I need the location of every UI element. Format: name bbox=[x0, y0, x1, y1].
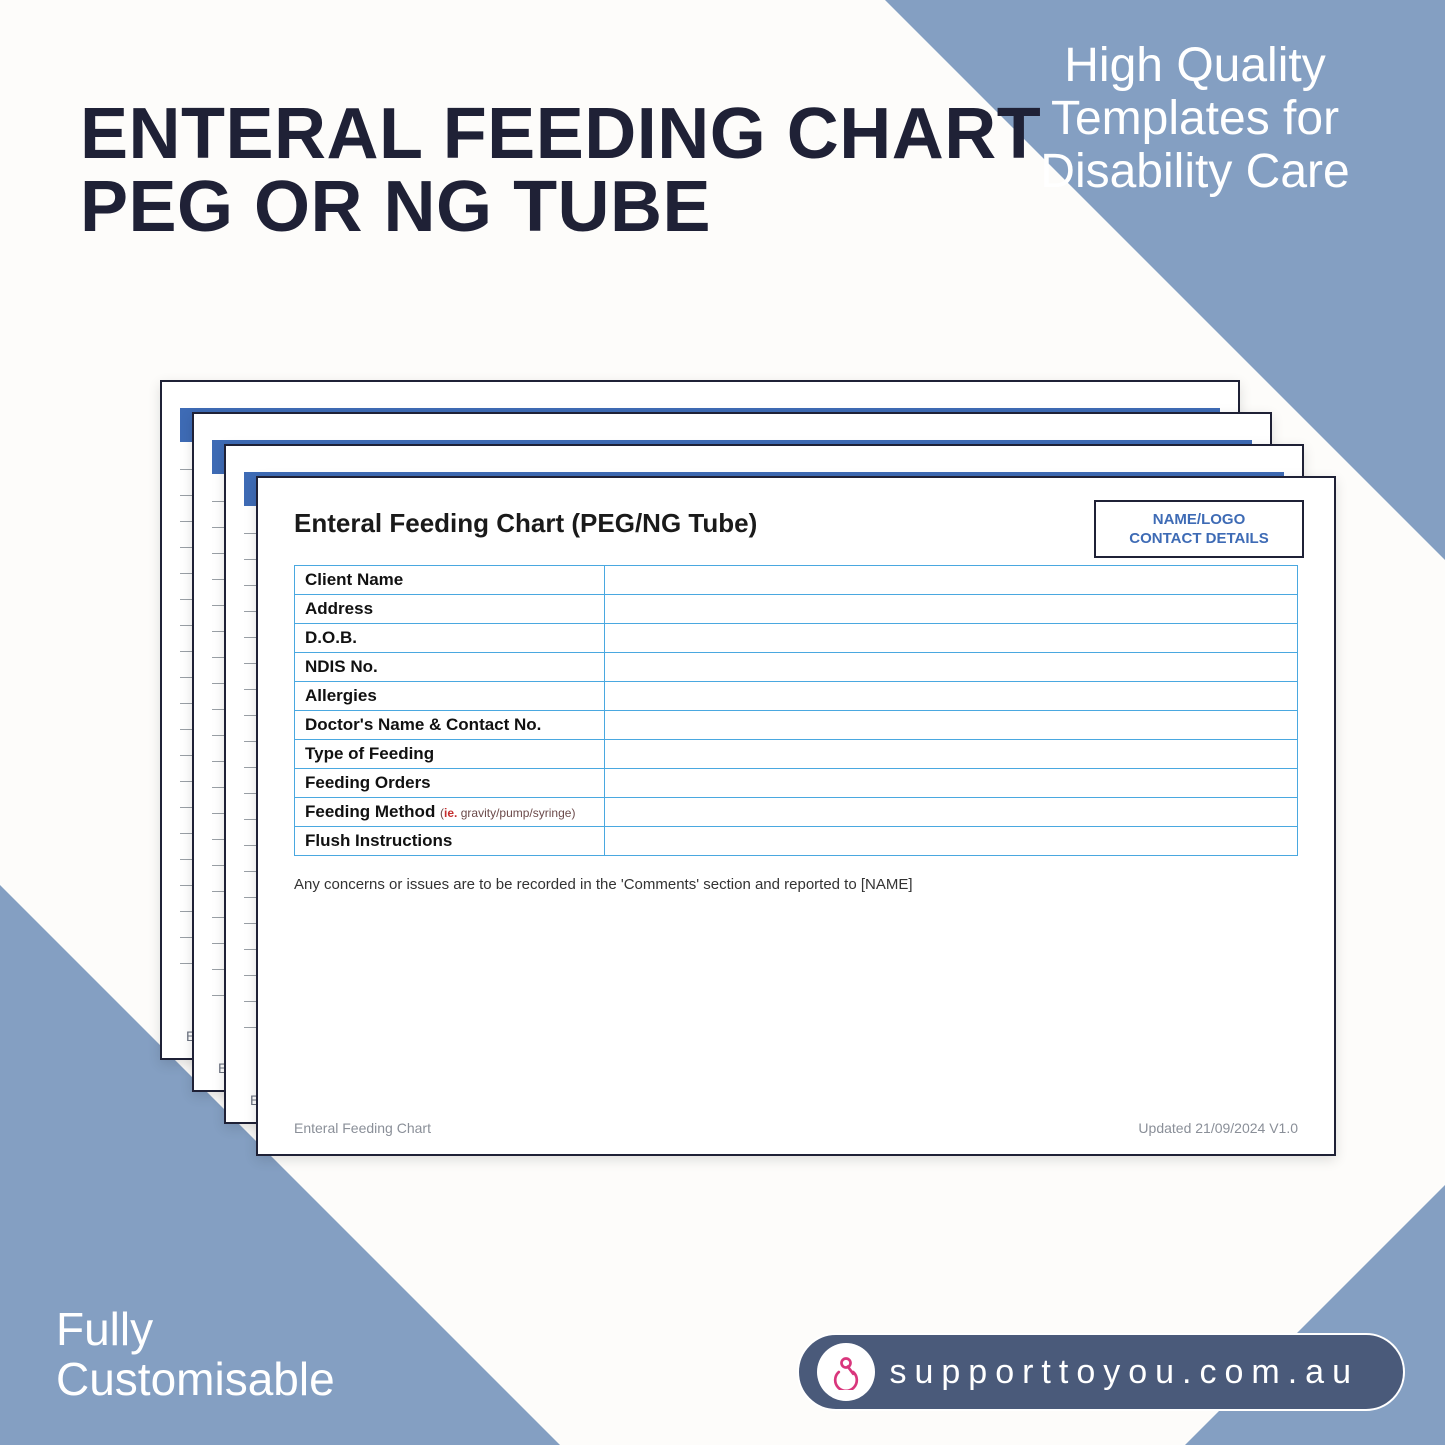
website-pill: supporttoyou.com.au bbox=[797, 1333, 1405, 1411]
info-row: NDIS No. bbox=[295, 653, 1298, 682]
doc-footer: Enteral Feeding Chart Updated 21/09/2024… bbox=[294, 1120, 1298, 1136]
info-label: Flush Instructions bbox=[295, 827, 605, 856]
doc-footer-left: Enteral Feeding Chart bbox=[294, 1120, 431, 1136]
info-row: Address bbox=[295, 595, 1298, 624]
brand-logo-icon bbox=[817, 1343, 875, 1401]
info-label: D.O.B. bbox=[295, 624, 605, 653]
info-row: Doctor's Name & Contact No. bbox=[295, 711, 1298, 740]
tagline-top-right: High Quality Templates for Disability Ca… bbox=[985, 40, 1405, 198]
info-value bbox=[605, 566, 1298, 595]
logo-box-line2: CONTACT DETAILS bbox=[1129, 530, 1268, 547]
info-value bbox=[605, 740, 1298, 769]
logo-placeholder-box: NAME/LOGO CONTACT DETAILS bbox=[1094, 500, 1304, 558]
instructions-note: Any concerns or issues are to be recorde… bbox=[294, 876, 1298, 893]
info-label: Allergies bbox=[295, 682, 605, 711]
info-row: D.O.B. bbox=[295, 624, 1298, 653]
website-url: supporttoyou.com.au bbox=[889, 1353, 1359, 1392]
logo-box-line1: NAME/LOGO bbox=[1153, 511, 1246, 528]
info-row: Feeding Method (ie. gravity/pump/syringe… bbox=[295, 798, 1298, 827]
info-value bbox=[605, 624, 1298, 653]
info-row: Flush Instructions bbox=[295, 827, 1298, 856]
info-value bbox=[605, 827, 1298, 856]
stack-page-front: Enteral Feeding Chart (PEG/NG Tube) NAME… bbox=[256, 476, 1336, 1156]
info-label-sub: (ie. gravity/pump/syringe) bbox=[440, 806, 575, 820]
promo-canvas: ENTERAL FEEDING CHART PEG OR NG TUBE Hig… bbox=[0, 0, 1445, 1445]
info-value bbox=[605, 798, 1298, 827]
info-row: Type of Feeding bbox=[295, 740, 1298, 769]
info-row: Feeding Orders bbox=[295, 769, 1298, 798]
client-info-tbody: Client Name Address D.O.B. NDIS No. Alle… bbox=[295, 566, 1298, 856]
doc-footer-right: Updated 21/09/2024 V1.0 bbox=[1138, 1120, 1298, 1136]
info-value bbox=[605, 682, 1298, 711]
headline-line1: ENTERAL FEEDING CHART bbox=[80, 98, 1041, 171]
info-label: NDIS No. bbox=[295, 653, 605, 682]
document-stack: DatePlacementFeedFlushResidual Ente Date… bbox=[160, 380, 1280, 1120]
headline-line2: PEG OR NG TUBE bbox=[80, 171, 1041, 244]
info-value bbox=[605, 769, 1298, 798]
info-label: Client Name bbox=[295, 566, 605, 595]
info-label: Feeding Method (ie. gravity/pump/syringe… bbox=[295, 798, 605, 827]
info-label: Address bbox=[295, 595, 605, 624]
client-info-table: Client Name Address D.O.B. NDIS No. Alle… bbox=[294, 565, 1298, 856]
info-value bbox=[605, 711, 1298, 740]
info-value bbox=[605, 595, 1298, 624]
headline: ENTERAL FEEDING CHART PEG OR NG TUBE bbox=[80, 98, 1041, 245]
info-row: Allergies bbox=[295, 682, 1298, 711]
info-label: Type of Feeding bbox=[295, 740, 605, 769]
info-label: Doctor's Name & Contact No. bbox=[295, 711, 605, 740]
info-value bbox=[605, 653, 1298, 682]
info-label: Feeding Orders bbox=[295, 769, 605, 798]
tagline-bottom-left: Fully Customisable bbox=[56, 1304, 436, 1405]
info-row: Client Name bbox=[295, 566, 1298, 595]
